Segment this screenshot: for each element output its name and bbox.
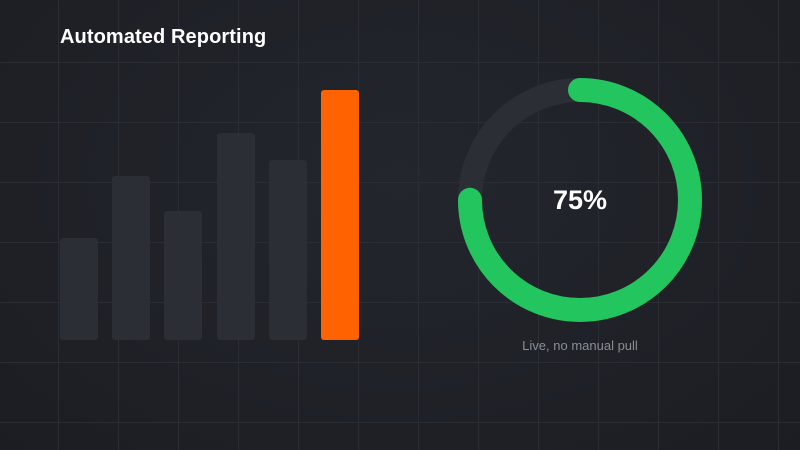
progress-ring: 75%: [455, 75, 705, 325]
bar: [60, 238, 98, 340]
progress-ring-fill: [458, 78, 702, 322]
bar: [268, 160, 307, 340]
progress-value: 75%: [552, 185, 608, 215]
bar-highlight: [321, 90, 359, 340]
progress-caption: Live, no manual pull: [522, 338, 638, 353]
bar: [164, 211, 203, 340]
page-title: Automated Reporting: [60, 26, 267, 48]
progress-ring-graphic: [458, 78, 702, 322]
bar: [216, 132, 255, 340]
bar: [112, 175, 151, 340]
